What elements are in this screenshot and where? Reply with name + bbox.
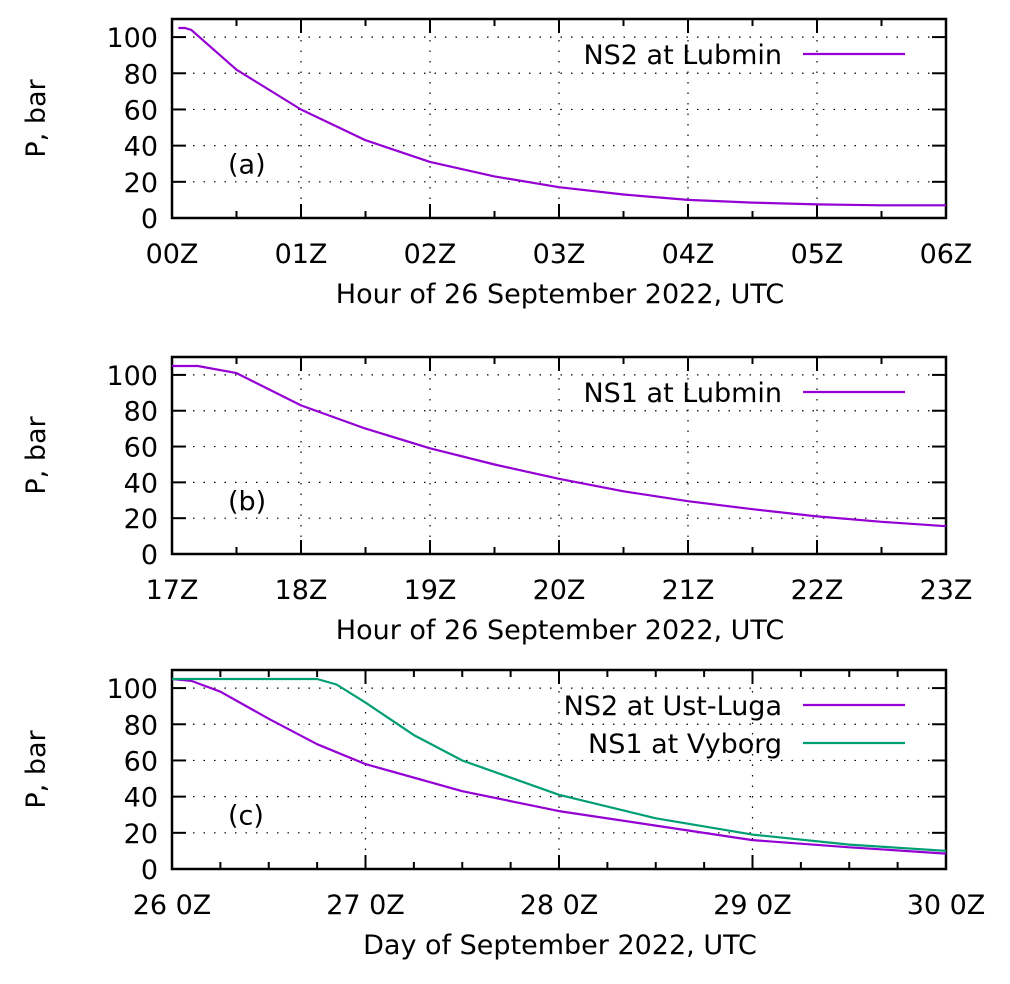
x-tick-label: 00Z	[146, 239, 199, 270]
y-tick-label: 80	[124, 59, 158, 90]
y-axis-label: P, bar	[21, 729, 52, 808]
panel-a: 0 20 40 60 80 100 00Z 01Z 02Z 03Z 04Z 05Z 06Z Hour of…	[21, 17, 973, 310]
panel-label: (b)	[228, 486, 266, 517]
x-tick-label: 27 0Z	[326, 890, 405, 921]
legend-label: NS2 at Ust-Luga	[564, 691, 782, 722]
x-tick-label: 17Z	[146, 575, 199, 606]
y-tick-label: 20	[124, 504, 158, 535]
x-tick-label: 28 0Z	[520, 890, 599, 921]
y-tick-label: 100	[106, 674, 158, 705]
x-tick-label: 30 0Z	[907, 890, 986, 921]
y-tick-label: 20	[124, 168, 158, 199]
x-axis-label: Hour of 26 September 2022, UTC	[336, 279, 784, 310]
y-tick-label: 60	[124, 433, 158, 464]
series-line	[172, 677, 947, 852]
x-tick-label: 21Z	[662, 575, 715, 606]
plot-frame	[170, 668, 948, 871]
y-tick-label: 100	[106, 361, 158, 392]
plot-frame	[170, 17, 948, 220]
x-tick-label: 05Z	[791, 239, 844, 270]
x-tick-label: 29 0Z	[713, 890, 792, 921]
series-line	[178, 26, 946, 207]
y-tick-label: 40	[124, 468, 158, 499]
x-tick-label: 20Z	[533, 575, 586, 606]
panel-label: (c)	[228, 801, 264, 832]
y-tick-label: 0	[141, 540, 158, 571]
x-tick-label: 19Z	[404, 575, 457, 606]
y-tick-label: 80	[124, 397, 158, 428]
x-tick-label: 01Z	[275, 239, 328, 270]
series-line	[171, 677, 947, 855]
y-tick-label: 60	[124, 95, 158, 126]
panel-label: (a)	[228, 150, 266, 181]
x-tick-label: 23Z	[920, 575, 973, 606]
y-tick-label: 80	[124, 710, 158, 741]
x-axis-label: Day of September 2022, UTC	[363, 930, 757, 961]
x-tick-label: 26 0Z	[133, 890, 212, 921]
x-axis-label: Hour of 26 September 2022, UTC	[336, 615, 784, 646]
y-axis-label: P, bar	[21, 415, 52, 494]
y-tick-label: 40	[124, 132, 158, 163]
y-tick-label: 0	[141, 855, 158, 886]
x-tick-label: 04Z	[662, 239, 715, 270]
series-line	[172, 364, 947, 528]
panel-b: 0 20 40 60 80 100 17Z 18Z 19Z 20Z 21Z 22Z 23Z Hour of…	[21, 355, 973, 646]
x-tick-label: 18Z	[275, 575, 328, 606]
x-tick-label: 03Z	[533, 239, 586, 270]
x-tick-label: 06Z	[920, 239, 973, 270]
legend-label: NS2 at Lubmin	[583, 40, 782, 71]
y-tick-label: 40	[124, 783, 158, 814]
x-tick-label: 22Z	[791, 575, 844, 606]
panel-c: 0 20 40 60 80 100 26 0Z 27 0Z 28 0Z 29 0Z 30 0Z Day…	[21, 668, 986, 961]
y-tick-label: 60	[124, 746, 158, 777]
plot-frame	[170, 355, 948, 556]
x-tick-label: 02Z	[404, 239, 457, 270]
y-tick-label: 20	[124, 819, 158, 850]
legend-label: NS1 at Vyborg	[588, 729, 782, 760]
y-axis-label: P, bar	[21, 78, 52, 157]
y-tick-label: 0	[141, 204, 158, 235]
legend-label: NS1 at Lubmin	[583, 378, 782, 409]
y-tick-label: 100	[106, 23, 158, 54]
